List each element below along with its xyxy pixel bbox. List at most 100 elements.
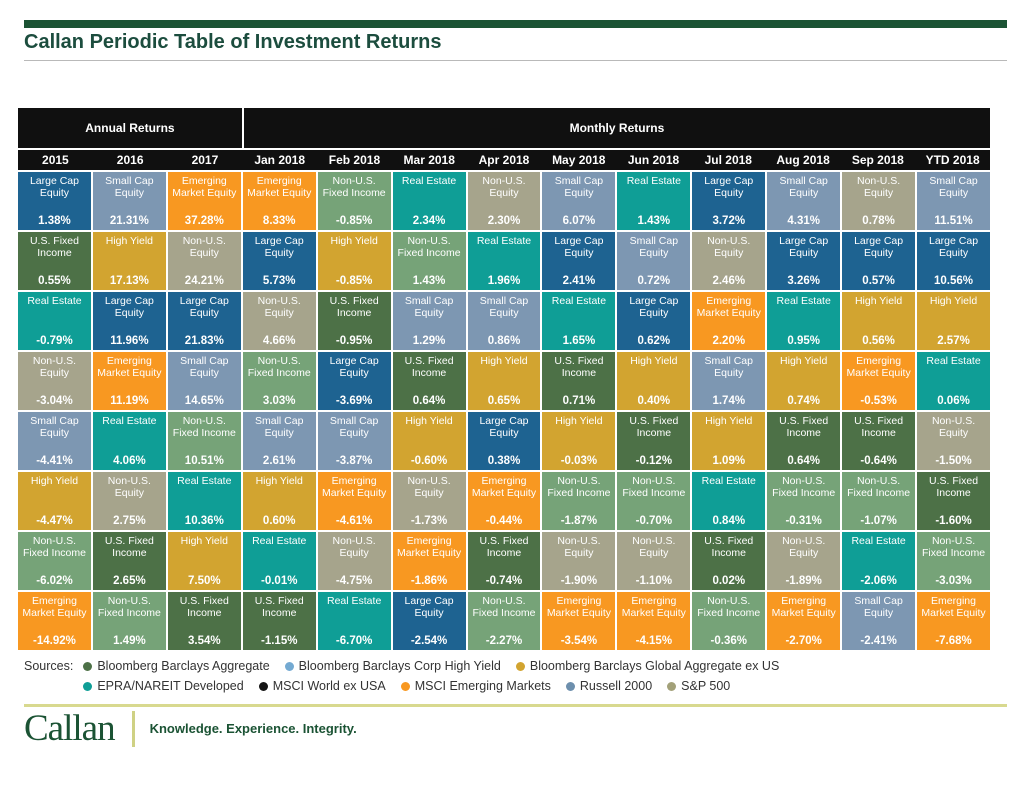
asset-label: High Yield <box>30 475 79 487</box>
return-cell: High Yield 2.57% <box>917 292 990 350</box>
asset-label: Real Estate <box>701 475 756 487</box>
asset-label: Real Estate <box>102 415 157 427</box>
return-cell: Non-U.S. Fixed Income 1.43% <box>392 232 466 290</box>
legend-dot-icon <box>83 681 93 691</box>
asset-label: High Yield <box>180 535 228 547</box>
asset-label: Non-U.S. Equity <box>707 235 751 260</box>
asset-label: Small Cap Equity <box>479 295 529 320</box>
asset-label: Non-U.S. Equity <box>931 415 976 440</box>
return-cell: U.S. Fixed Income 2.65% <box>92 532 166 590</box>
return-cell: Non-U.S. Fixed Income 10.51% <box>167 412 241 470</box>
asset-label: Large Cap Equity <box>779 235 829 260</box>
return-cell: High Yield 17.13% <box>92 232 166 290</box>
return-cell: Large Cap Equity 3.26% <box>767 232 841 290</box>
legend-item: Bloomberg Barclays Aggregate <box>83 659 270 673</box>
return-value: -2.54% <box>410 635 448 647</box>
asset-label: U.S. Fixed Income <box>479 535 529 560</box>
return-cell: Large Cap Equity 1.38% <box>18 172 91 230</box>
asset-label: Real Estate <box>776 295 831 307</box>
asset-label: Non-U.S. Fixed Income <box>472 595 536 620</box>
return-cell: High Yield -0.03% <box>542 412 616 470</box>
legend-dot-icon <box>258 681 268 691</box>
return-value: -1.87% <box>560 515 598 527</box>
return-cell: U.S. Fixed Income 0.02% <box>692 532 766 590</box>
return-value: 0.56% <box>862 335 895 347</box>
return-cell: U.S. Fixed Income 0.55% <box>18 232 91 290</box>
asset-label: U.S. Fixed Income <box>554 355 604 380</box>
return-value: 0.62% <box>637 335 671 347</box>
return-value: 1.65% <box>562 335 596 347</box>
return-cell: Small Cap Equity -3.87% <box>317 412 391 470</box>
return-value: -0.60% <box>410 455 448 467</box>
return-value: -3.04% <box>36 395 73 407</box>
return-value: 1.29% <box>412 335 446 347</box>
return-value: -6.02% <box>36 575 73 587</box>
return-cell: High Yield 0.74% <box>767 352 841 410</box>
return-cell: Non-U.S. Fixed Income 3.03% <box>242 352 316 410</box>
asset-label: Large Cap Equity <box>479 415 529 440</box>
return-value: 2.75% <box>113 515 146 527</box>
asset-label: Non-U.S. Fixed Income <box>697 595 761 620</box>
asset-label: Real Estate <box>327 595 382 607</box>
return-value: 4.31% <box>787 215 820 227</box>
return-value: -0.53% <box>860 395 897 407</box>
return-cell: Non-U.S. Equity -1.89% <box>767 532 841 590</box>
asset-label: U.S. Fixed Income <box>404 355 454 380</box>
return-value: -2.27% <box>485 635 523 647</box>
asset-label: Small Cap Equity <box>329 415 379 440</box>
return-cell: Emerging Market Equity -2.70% <box>767 592 841 650</box>
asset-label: High Yield <box>929 295 978 307</box>
asset-label: Emerging Market Equity <box>97 355 162 380</box>
return-value: -6.70% <box>335 635 373 647</box>
return-cell: Non-U.S. Equity 0.78% <box>842 172 916 230</box>
return-value: 1.74% <box>712 395 746 407</box>
asset-label: Non-U.S. Fixed Income <box>847 475 911 500</box>
asset-label: Real Estate <box>476 235 532 247</box>
return-value: 1.43% <box>637 215 671 227</box>
column-header-may-2018: May 2018 <box>552 153 606 167</box>
asset-label: Non-U.S. Fixed Income <box>322 175 386 200</box>
asset-label: Non-U.S. Equity <box>32 355 77 380</box>
return-value: -3.03% <box>935 575 972 587</box>
return-value: 11.51% <box>934 215 973 227</box>
asset-label: Non-U.S. Equity <box>632 535 676 560</box>
return-cell: Large Cap Equity 21.83% <box>167 292 241 350</box>
return-cell: Non-U.S. Equity 2.46% <box>692 232 766 290</box>
return-cell: Large Cap Equity -2.54% <box>392 592 466 650</box>
return-cell: Non-U.S. Equity -1.10% <box>617 532 691 590</box>
asset-label: Small Cap Equity <box>404 295 454 320</box>
return-value: -1.07% <box>860 515 897 527</box>
return-value: 1.09% <box>712 455 746 467</box>
return-cell: Emerging Market Equity -1.86% <box>392 532 466 590</box>
asset-label: Large Cap Equity <box>254 235 304 260</box>
column-header-mar-2018: Mar 2018 <box>403 153 455 167</box>
return-value: -0.44% <box>485 515 523 527</box>
return-cell: Non-U.S. Fixed Income -0.31% <box>767 472 841 530</box>
return-value: 0.02% <box>712 575 746 587</box>
return-cell: Non-U.S. Fixed Income -0.70% <box>617 472 691 530</box>
return-cell: High Yield 7.50% <box>167 532 241 590</box>
asset-label: Small Cap Equity <box>704 355 753 380</box>
return-cell: Small Cap Equity 11.51% <box>917 172 990 230</box>
return-value: 0.65% <box>487 395 521 407</box>
asset-label: Emerging Market Equity <box>172 175 237 200</box>
return-value: 21.31% <box>109 215 149 227</box>
return-value: -1.73% <box>410 515 448 527</box>
return-cell: Emerging Market Equity -7.68% <box>917 592 990 650</box>
column-header-sep-2018: Sep 2018 <box>851 153 904 167</box>
return-value: 1.96% <box>487 275 521 287</box>
return-value: 0.84% <box>712 515 746 527</box>
return-value: -1.86% <box>410 575 448 587</box>
return-value: 2.65% <box>113 575 146 587</box>
return-cell: Non-U.S. Equity -1.73% <box>392 472 466 530</box>
return-value: -0.85% <box>335 275 373 287</box>
return-cell: U.S. Fixed Income -0.74% <box>467 532 541 590</box>
asset-label: Non-U.S. Equity <box>257 295 301 320</box>
asset-label: Small Cap Equity <box>255 415 304 440</box>
return-cell: Real Estate 1.65% <box>542 292 616 350</box>
return-cell: Small Cap Equity 0.86% <box>467 292 541 350</box>
return-cell: Large Cap Equity 2.41% <box>542 232 616 290</box>
return-value: -0.95% <box>335 335 373 347</box>
asset-label: U.S. Fixed Income <box>929 475 979 500</box>
column-header-jun-2018: Jun 2018 <box>627 153 680 167</box>
